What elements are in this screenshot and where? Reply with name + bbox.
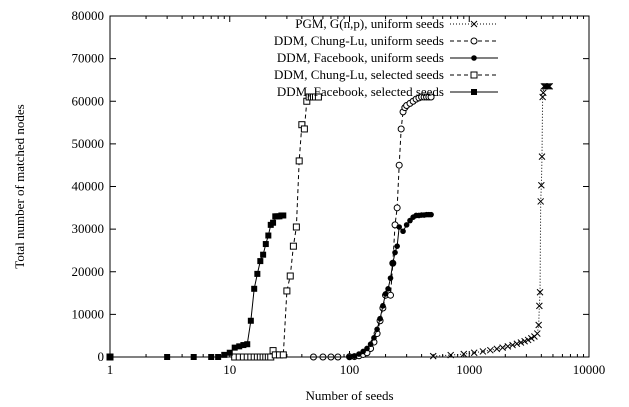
y-tick-label: 80000 [72,8,105,23]
y-tick-label: 60000 [72,93,105,108]
data-point [263,241,269,247]
data-point [510,342,516,348]
data-point [284,288,290,294]
data-point [368,341,374,347]
legend-label: DDM, Facebook, uniform seeds [277,50,444,65]
series-5 [107,212,286,360]
legend-label: DDM, Chung-Lu, uniform seeds [274,33,444,48]
legend: PGM, G(n,p), uniform seeds DDM, Chung-Lu,… [274,16,498,99]
legend-label: PGM, G(n,p), uniform seeds [295,16,444,31]
data-point [244,341,250,347]
data-point [471,89,477,95]
x-axis-title: Number of seeds [305,388,393,403]
x-tick-label: 10 [223,362,236,377]
series-1 [430,83,553,359]
data-point [388,292,394,298]
data-point [388,275,394,281]
data-point [347,354,353,360]
series-line [433,86,550,356]
y-tick-label: 0 [98,349,105,364]
data-point [290,243,296,249]
data-point [208,354,214,360]
data-point [394,205,400,211]
y-tick-label: 10000 [72,306,105,321]
data-point [364,346,370,352]
data-point [487,347,493,353]
data-point [221,352,227,358]
data-point [398,126,404,132]
data-point [251,286,257,292]
data-point [257,258,263,264]
data-point [377,316,383,322]
x-tick-label: 100 [340,362,360,377]
data-point [396,224,402,230]
data-point [471,38,477,44]
data-point [265,233,271,239]
y-tick-label: 30000 [72,221,105,236]
y-tick-label: 50000 [72,136,105,151]
data-point [380,303,386,309]
data-point [396,162,402,168]
x-tick-label: 10000 [573,362,606,377]
data-point [505,343,511,349]
y-axis-title: Total number of matched nodes [12,104,27,268]
series-line [110,215,283,357]
y-tick-label: 20000 [72,264,105,279]
data-point [164,354,170,360]
data-point [287,273,293,279]
series-4 [107,94,321,360]
data-point [390,260,396,266]
data-point [383,291,389,297]
data-point [471,72,477,78]
data-point [374,326,380,332]
data-point [400,228,406,234]
data-point [280,212,286,218]
legend-label: DDM, Facebook, selected seeds [277,84,444,99]
data-point [296,158,302,164]
data-point [538,198,544,204]
data-point [428,212,434,218]
data-point [392,250,398,256]
data-point [371,335,377,341]
data-point [394,243,400,249]
data-point [191,354,197,360]
data-point [534,331,540,337]
data-point [254,271,260,277]
y-tick-label: 70000 [72,51,105,66]
data-point [280,352,286,358]
data-point [227,350,233,356]
legend-label: DDM, Chung-Lu, selected seeds [274,67,444,82]
series-line [110,97,318,357]
data-point [385,286,391,292]
data-point [536,303,542,309]
series-layer [107,83,553,360]
y-tick-label: 40000 [72,179,105,194]
x-tick-label: 1000 [456,362,482,377]
data-point [301,126,307,132]
data-point [500,345,506,351]
data-point [248,318,254,324]
data-point [471,55,477,61]
data-point [270,220,276,226]
data-point [215,354,221,360]
data-point [293,224,299,230]
data-point [107,354,113,360]
data-point [480,348,486,354]
x-tick-label: 1 [107,362,114,377]
data-point [260,252,266,258]
